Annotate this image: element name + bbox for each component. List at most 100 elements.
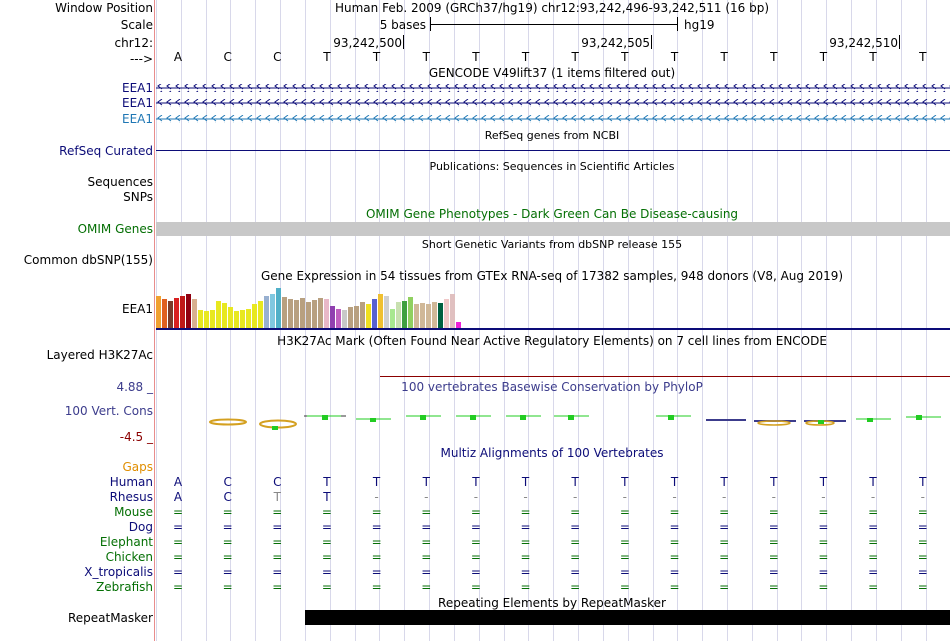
h3k27ac-label[interactable]: Layered H3K27Ac: [46, 348, 153, 362]
gtex-bar[interactable]: [264, 296, 269, 328]
gtex-bar[interactable]: [288, 299, 293, 328]
multiz-species-label[interactable]: Mouse: [114, 505, 153, 519]
gtex-label[interactable]: EEA1: [121, 302, 153, 316]
gtex-bar[interactable]: [378, 294, 383, 328]
gtex-bar[interactable]: [408, 297, 413, 328]
gtex-bar[interactable]: [156, 296, 161, 328]
gtex-bar[interactable]: [390, 309, 395, 328]
gtex-bar[interactable]: [306, 302, 311, 328]
gtex-bar[interactable]: [222, 303, 227, 328]
multiz-base: -: [424, 490, 429, 504]
multiz-species-label[interactable]: X_tropicalis: [84, 565, 153, 579]
multiz-base: =: [222, 505, 233, 519]
h3k27ac-title[interactable]: H3K27Ac Mark (Often Found Near Active Re…: [277, 334, 827, 348]
gtex-bar[interactable]: [318, 298, 323, 328]
gtex-bar[interactable]: [420, 303, 425, 328]
gtex-bar[interactable]: [384, 296, 389, 328]
gtex-bar[interactable]: [234, 311, 239, 328]
gencode-transcripts[interactable]: [156, 82, 950, 128]
gtex-title[interactable]: Gene Expression in 54 tissues from GTEx …: [260, 269, 844, 283]
gtex-bar[interactable]: [456, 322, 461, 328]
multiz-title[interactable]: Multiz Alignments of 100 Vertebrates: [440, 446, 664, 460]
conservation-label[interactable]: 100 Vert. Cons: [64, 404, 153, 418]
refseq-gene-line[interactable]: [156, 150, 950, 151]
gtex-bar[interactable]: [228, 307, 233, 328]
multiz-base: =: [818, 535, 829, 549]
omim-phenotype-bar[interactable]: [156, 222, 950, 236]
assembly-position-text[interactable]: Human Feb. 2009 (GRCh37/hg19) chr12:93,2…: [334, 1, 770, 15]
gencode-track-label-2[interactable]: EEA1: [121, 96, 153, 110]
conservation-plot[interactable]: [156, 405, 950, 435]
gtex-bar[interactable]: [240, 310, 245, 328]
multiz-base: =: [520, 505, 531, 519]
gencode-track-label-3[interactable]: EEA1: [121, 112, 153, 126]
multiz-species-label[interactable]: Elephant: [99, 535, 153, 549]
multiz-base: =: [321, 580, 332, 594]
refseq-title[interactable]: RefSeq genes from NCBI: [484, 129, 620, 142]
coord-tick-3: [899, 35, 900, 49]
gtex-bar[interactable]: [330, 306, 335, 328]
gtex-bar[interactable]: [426, 304, 431, 328]
multiz-species-label[interactable]: Dog: [128, 520, 153, 534]
gtex-bar[interactable]: [252, 304, 257, 328]
gtex-bar[interactable]: [258, 301, 263, 328]
gtex-bar[interactable]: [342, 310, 347, 328]
gtex-bar[interactable]: [324, 299, 329, 328]
multiz-species-label[interactable]: Chicken: [105, 550, 153, 564]
h3k27ac-signal[interactable]: [380, 376, 950, 377]
gtex-bar[interactable]: [186, 294, 191, 328]
gtex-bar[interactable]: [192, 299, 197, 328]
gtex-bar[interactable]: [174, 298, 179, 328]
multiz-species-label[interactable]: Zebrafish: [96, 580, 153, 594]
gtex-bar[interactable]: [216, 301, 221, 328]
gtex-bar[interactable]: [450, 294, 455, 328]
gtex-bar[interactable]: [372, 299, 377, 328]
gtex-bar[interactable]: [432, 302, 437, 328]
gtex-bar[interactable]: [414, 304, 419, 328]
publications-sequences-label[interactable]: Sequences: [87, 175, 153, 189]
gtex-bar[interactable]: [246, 309, 251, 328]
multiz-gaps-label[interactable]: Gaps: [122, 460, 153, 474]
gtex-bar[interactable]: [438, 303, 443, 328]
publications-snps-label[interactable]: SNPs: [123, 190, 153, 204]
repeatmasker-title[interactable]: Repeating Elements by RepeatMasker: [438, 596, 666, 610]
gencode-track-label-1[interactable]: EEA1: [121, 81, 153, 95]
multiz-base: =: [669, 580, 680, 594]
strand-label: --->: [129, 52, 153, 66]
gtex-bar[interactable]: [168, 301, 173, 328]
gtex-bar[interactable]: [360, 302, 365, 328]
gtex-bar[interactable]: [312, 300, 317, 328]
multiz-species-label[interactable]: Rhesus: [109, 490, 153, 504]
gtex-bar[interactable]: [402, 301, 407, 328]
gtex-bar[interactable]: [300, 298, 305, 328]
gtex-bar[interactable]: [276, 288, 281, 328]
gtex-bar[interactable]: [336, 309, 341, 328]
dbsnp-label[interactable]: Common dbSNP(155): [23, 253, 153, 267]
gtex-bar[interactable]: [270, 294, 275, 328]
multiz-base: =: [570, 580, 581, 594]
gtex-bar[interactable]: [348, 307, 353, 328]
gtex-bar[interactable]: [396, 302, 401, 328]
gtex-bar[interactable]: [354, 306, 359, 328]
gtex-bar[interactable]: [198, 310, 203, 328]
gencode-title[interactable]: GENCODE V49lift37 (1 items filtered out): [428, 66, 676, 80]
omim-title[interactable]: OMIM Gene Phenotypes - Dark Green Can Be…: [365, 207, 739, 221]
refseq-label[interactable]: RefSeq Curated: [59, 144, 153, 158]
gtex-bar[interactable]: [162, 299, 167, 328]
gtex-bar[interactable]: [444, 299, 449, 328]
dbsnp-title[interactable]: Short Genetic Variants from dbSNP releas…: [421, 238, 683, 251]
multiz-species-label[interactable]: Human: [109, 475, 153, 489]
gtex-bar[interactable]: [204, 311, 209, 328]
repeatmasker-element[interactable]: [305, 610, 950, 625]
gtex-bar[interactable]: [180, 296, 185, 328]
gtex-bar[interactable]: [282, 297, 287, 328]
gtex-bar[interactable]: [366, 304, 371, 328]
gtex-bar-chart[interactable]: [156, 285, 536, 328]
omim-label[interactable]: OMIM Genes: [77, 222, 153, 236]
publications-title[interactable]: Publications: Sequences in Scientific Ar…: [429, 160, 675, 173]
gtex-bar[interactable]: [210, 310, 215, 328]
repeatmasker-label[interactable]: RepeatMasker: [67, 611, 153, 625]
gtex-bar[interactable]: [294, 300, 299, 328]
conservation-title[interactable]: 100 vertebrates Basewise Conservation by…: [401, 380, 703, 394]
